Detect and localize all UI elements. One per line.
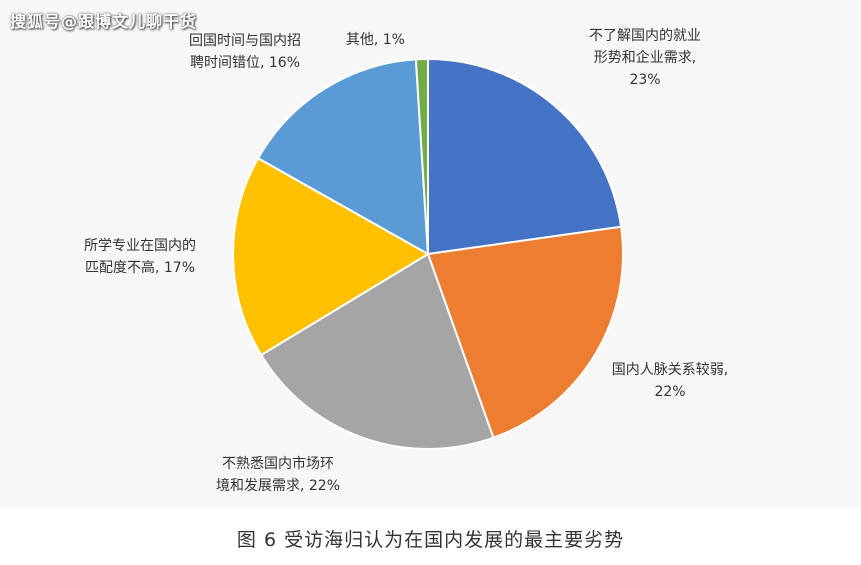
pie-slice-1 (426, 225, 624, 439)
slice-label-line: 其他, 1% (346, 32, 405, 48)
slice-label-line: 形势和企业需求, (594, 49, 696, 66)
slice-label-line: 22% (654, 384, 685, 400)
slice-label-line: 不了解国内的就业 (589, 28, 701, 44)
figure-caption: 图 6 受访海归认为在国内发展的最主要劣势 (236, 529, 625, 551)
pie-slice-5 (414, 57, 429, 255)
slice-label-1: 国内人脉关系较弱, 22% (612, 362, 728, 400)
slice-label-line: 国内人脉关系较弱, (612, 362, 728, 378)
slice-label-line: 23% (629, 72, 660, 88)
slice-label-line: 所学专业在国内的 (84, 238, 196, 254)
slice-label-3: 所学专业在国内的匹配度不高, 17% (84, 238, 196, 276)
slice-label-5: 其他, 1% (346, 32, 405, 48)
slice-label-line: 匹配度不高, 17% (85, 259, 195, 276)
slice-label-line: 不熟悉国内市场环 (222, 455, 334, 472)
pie-slice-3 (232, 156, 430, 357)
slice-label-line: 回国时间与国内招 (189, 33, 301, 49)
slice-label-4: 回国时间与国内招聘时间错位, 16% (189, 33, 301, 71)
slice-label-0: 不了解国内的就业形势和企业需求, 23% (589, 28, 701, 88)
pie-chart: 不了解国内的就业形势和企业需求, 23% 国内人脉关系较弱, 22% 不熟悉国内市场环境… (84, 28, 728, 494)
slice-label-line: 境和发展需求, 22% (216, 478, 340, 494)
watermark: 搜狐号@跟博文儿聊干货 (10, 12, 198, 31)
pie-slice-0 (427, 57, 623, 256)
caption-area: 图 6 受访海归认为在国内发展的最主要劣势 (0, 507, 861, 565)
slice-label-2: 不熟悉国内市场环境和发展需求, 22% (216, 455, 340, 494)
pie-slice-4 (256, 58, 430, 256)
pie-slice-2 (259, 252, 495, 450)
chart-area: 不了解国内的就业形势和企业需求, 23% 国内人脉关系较弱, 22% 不熟悉国内市场环境… (10, 12, 729, 494)
slice-label-line: 聘时间错位, 16% (190, 55, 300, 71)
